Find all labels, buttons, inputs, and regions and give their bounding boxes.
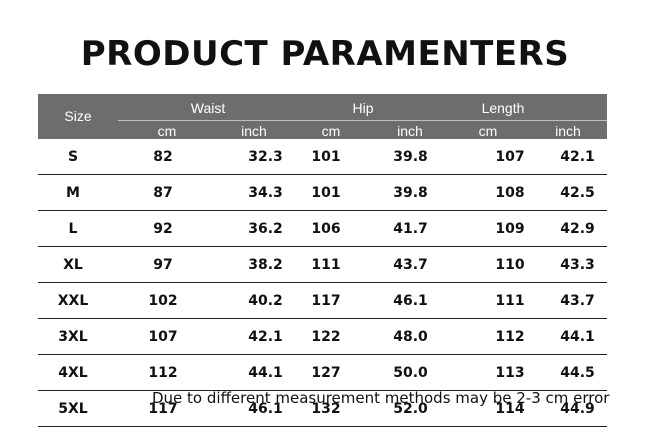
hip-inch-cell: 52.0 [393, 401, 428, 417]
table-row: 4XL 112 44.1 127 50.0 113 44.5 [38, 355, 607, 391]
hip-cm-cell: 111 [311, 257, 341, 273]
hip-group-header: Hip [352, 100, 374, 116]
length-inch-cell: 44.1 [560, 329, 595, 345]
measurement-note: Due to different measurement methods may… [152, 389, 610, 407]
size-cell: S [67, 149, 79, 165]
hip-inch-cell: 41.7 [393, 221, 428, 237]
length-inch-cell: 42.1 [560, 149, 595, 165]
header-divider [118, 120, 607, 121]
length-inch-cell: 43.7 [560, 293, 595, 309]
size-cell: L [68, 221, 78, 237]
table-row: L 92 36.2 106 41.7 109 42.9 [38, 211, 607, 247]
length-cm-cell: 111 [495, 293, 525, 309]
hip-inch-cell: 43.7 [393, 257, 428, 273]
waist-cm-cell: 107 [148, 329, 178, 345]
waist-cm-header: cm [157, 123, 177, 139]
hip-inch-cell: 48.0 [393, 329, 428, 345]
length-inch-cell: 44.9 [560, 401, 595, 417]
waist-inch-cell: 36.2 [248, 221, 283, 237]
waist-inch-cell: 42.1 [248, 329, 283, 345]
waist-inch-cell: 44.1 [248, 365, 283, 381]
page-title: PRODUCT PARAMENTERS [80, 34, 570, 74]
waist-inch-cell: 38.2 [248, 257, 283, 273]
hip-cm-cell: 122 [311, 329, 341, 345]
waist-cm-cell: 87 [153, 185, 173, 201]
waist-cm-cell: 92 [153, 221, 173, 237]
table-row: XXL 102 40.2 117 46.1 111 43.7 [38, 283, 607, 319]
length-cm-header: cm [478, 123, 498, 139]
waist-inch-header: inch [241, 123, 267, 139]
waist-cm-cell: 97 [153, 257, 173, 273]
hip-cm-cell: 101 [311, 149, 341, 165]
length-cm-cell: 108 [495, 185, 525, 201]
length-cm-cell: 110 [495, 257, 525, 273]
length-inch-cell: 42.5 [560, 185, 595, 201]
table-body: S 82 32.3 101 39.8 107 42.1 M 87 34.3 101 39.8 108 42… [38, 139, 607, 427]
size-cell: XXL [57, 293, 89, 309]
waist-inch-cell: 32.3 [248, 149, 283, 165]
hip-inch-cell: 50.0 [393, 365, 428, 381]
size-cell: XL [63, 257, 83, 273]
waist-cm-cell: 112 [148, 365, 178, 381]
length-cm-cell: 114 [495, 401, 525, 417]
waist-group-header: Waist [190, 100, 226, 116]
hip-cm-cell: 117 [311, 293, 341, 309]
waist-cm-cell: 117 [148, 401, 178, 417]
hip-inch-cell: 39.8 [393, 185, 428, 201]
length-cm-cell: 109 [495, 221, 525, 237]
table-row: 5XL 117 46.1 132 52.0 114 44.9 [38, 391, 607, 427]
waist-cm-cell: 82 [153, 149, 173, 165]
size-cell: M [66, 185, 80, 201]
table-row: S 82 32.3 101 39.8 107 42.1 [38, 139, 607, 175]
hip-cm-cell: 101 [311, 185, 341, 201]
table-header: Size Waist Hip Length cm inch cm inch cm… [38, 94, 607, 139]
size-cell: 3XL [58, 329, 88, 345]
size-cell: 5XL [58, 401, 88, 417]
waist-cm-cell: 102 [148, 293, 178, 309]
table-row: M 87 34.3 101 39.8 108 42.5 [38, 175, 607, 211]
hip-cm-cell: 127 [311, 365, 341, 381]
length-inch-cell: 44.5 [560, 365, 595, 381]
length-inch-cell: 42.9 [560, 221, 595, 237]
length-inch-cell: 43.3 [560, 257, 595, 273]
length-cm-cell: 112 [495, 329, 525, 345]
waist-inch-cell: 46.1 [248, 401, 283, 417]
hip-inch-header: inch [397, 123, 423, 139]
size-chart-table: Size Waist Hip Length cm inch cm inch cm… [38, 94, 607, 427]
size-column-header: Size [64, 108, 92, 124]
size-cell: 4XL [58, 365, 88, 381]
length-inch-header: inch [555, 123, 581, 139]
hip-cm-header: cm [321, 123, 341, 139]
hip-cm-cell: 106 [311, 221, 341, 237]
table-row: 3XL 107 42.1 122 48.0 112 44.1 [38, 319, 607, 355]
hip-inch-cell: 39.8 [393, 149, 428, 165]
length-group-header: Length [481, 100, 525, 116]
table-row: XL 97 38.2 111 43.7 110 43.3 [38, 247, 607, 283]
length-cm-cell: 107 [495, 149, 525, 165]
waist-inch-cell: 40.2 [248, 293, 283, 309]
hip-inch-cell: 46.1 [393, 293, 428, 309]
length-cm-cell: 113 [495, 365, 525, 381]
waist-inch-cell: 34.3 [248, 185, 283, 201]
hip-cm-cell: 132 [311, 401, 341, 417]
